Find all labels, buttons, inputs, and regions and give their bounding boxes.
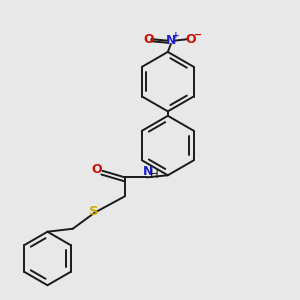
Text: H: H [150, 168, 159, 181]
Text: O: O [186, 33, 196, 46]
Text: O: O [143, 33, 154, 46]
Text: N: N [143, 166, 154, 178]
Text: −: − [194, 30, 202, 40]
Text: S: S [89, 205, 98, 218]
Text: +: + [172, 32, 180, 40]
Text: O: O [92, 163, 102, 176]
Text: N: N [166, 34, 176, 47]
